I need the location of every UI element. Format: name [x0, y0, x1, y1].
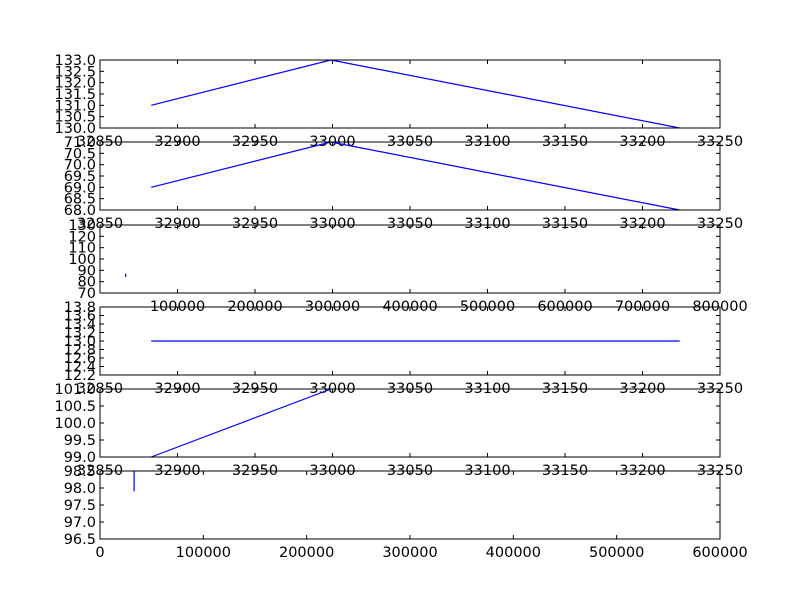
y-tick-label: 70.5: [64, 146, 96, 162]
y-tick-label: 12.2: [64, 368, 96, 384]
subplot-6: 96.597.097.598.098.5 0 100000 200000 300000 4…: [64, 464, 748, 561]
x-tick-label: 400000: [486, 545, 541, 561]
axes-frame: [99, 470, 721, 540]
y-tick-label: 13.0: [64, 334, 96, 350]
y-tick-label: 132.5: [54, 64, 96, 80]
y-tick-label: 12.6: [64, 351, 96, 367]
y-tick-label: 131.5: [54, 87, 96, 103]
y-tick-label: 99.0: [64, 450, 96, 466]
x-tick-label: 200000: [279, 545, 334, 561]
y-tick-label: 97.0: [64, 515, 96, 531]
x-tick-label: 32900: [154, 216, 200, 232]
series-line-1: [151, 141, 680, 211]
y-tick-label: 120: [68, 229, 96, 245]
y-tick-label: 68.0: [64, 203, 96, 219]
subplot-1: 130.0130.5131.0131.5132.0132.5133.032850…: [54, 53, 743, 150]
y-tick-label: 100.5: [54, 399, 96, 415]
axes-frame: [99, 224, 721, 294]
x-tick-label: 33000: [309, 216, 355, 232]
y-tick-label: 70.0: [64, 158, 96, 174]
y-tick-label: 110: [68, 241, 96, 257]
y-tick-label: 68.5: [64, 192, 96, 208]
x-tick-label: 0: [95, 545, 104, 561]
y-tick-label: 90: [78, 263, 96, 279]
axes-frame: [99, 141, 721, 211]
y-tick-label: 13.2: [64, 326, 96, 342]
x-tick-label: 33150: [542, 216, 588, 232]
y-tick-label: 130.5: [54, 110, 96, 126]
y-tick-label: 100: [68, 252, 96, 268]
subplot-4: 12.212.412.612.813.013.213.413.613.83285…: [64, 300, 743, 397]
x-tick-label: 32950: [232, 216, 278, 232]
x-tick-label: 33250: [697, 216, 743, 232]
y-tick-label: 131.0: [54, 98, 96, 114]
y-tick-label: 13.6: [64, 309, 96, 325]
axes-frame: [99, 306, 721, 376]
axes-frame: [99, 59, 721, 129]
y-tick-label: 80: [78, 275, 96, 291]
y-tick-label: 13.8: [64, 300, 96, 316]
y-tick-label: 97.5: [64, 498, 96, 514]
y-tick-label: 13.4: [64, 317, 96, 333]
axes-frame: [99, 388, 721, 458]
y-tick-label: 99.5: [64, 433, 96, 449]
subplot-2: 68.068.569.069.570.070.571.0 32850 32900 32…: [64, 135, 743, 232]
x-tick-label: 33200: [619, 216, 665, 232]
y-tick-label: 96.5: [64, 532, 96, 548]
y-tick-label: 98.5: [64, 464, 96, 480]
y-tick-label: 12.8: [64, 343, 96, 359]
x-tick-label: 100000: [176, 545, 231, 561]
y-tick-label: 70: [78, 286, 96, 302]
y-tick-label: 130: [68, 218, 96, 234]
x-tick-label: 33050: [387, 216, 433, 232]
y-tick-label: 71.0: [64, 135, 96, 151]
series-line-1: [150, 388, 332, 458]
y-tick-label: 69.0: [64, 180, 96, 196]
y-tick-label: 130.0: [54, 121, 96, 137]
y-tick-label: 133.0: [54, 53, 96, 69]
x-tick-label: 32850: [77, 216, 123, 232]
series-line-1: [151, 59, 680, 129]
y-tick-label: 12.4: [64, 360, 96, 376]
x-tick-label: 300000: [382, 545, 437, 561]
x-tick-label: 600000: [692, 545, 747, 561]
y-tick-label: 69.5: [64, 169, 96, 185]
y-tick-label: 132.0: [54, 76, 96, 92]
x-tick-label: 33100: [464, 216, 510, 232]
y-tick-label: 100.0: [54, 416, 96, 432]
x-tick-label: 500000: [589, 545, 644, 561]
y-tick-label: 101.0: [54, 382, 96, 398]
y-tick-label: 98.0: [64, 481, 96, 497]
